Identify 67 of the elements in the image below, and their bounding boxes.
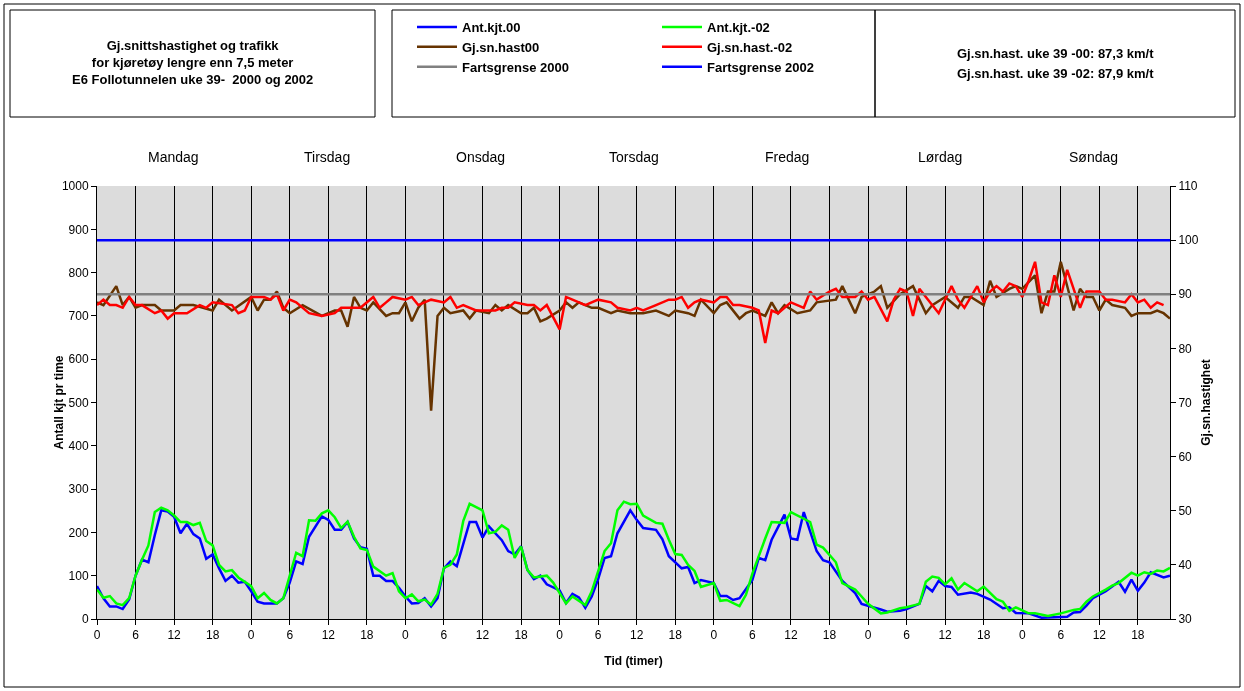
x-tick-label: 6 [440,628,448,643]
x-tick-label: 12 [167,628,182,643]
y-tick-label: 200 [68,525,89,540]
x-tick-label: 18 [514,628,529,643]
x-axis-title: Tid (timer) [604,654,663,668]
y2-tick-label: 110 [1178,179,1198,194]
text: Onsdag [456,149,506,165]
y2-tick-label: 80 [1178,341,1193,356]
legend-label: Fartsgrense 2002 [707,59,814,75]
legend-label: Ant.kjt.00 [462,20,521,36]
y-tick-label: 900 [68,222,89,237]
x-tick-label: 18 [360,628,374,643]
y-tick-label: 700 [68,309,89,324]
y2-tick-label: 100 [1178,233,1199,248]
y2-tick-label: 40 [1178,558,1193,573]
x-tick-label: 6 [286,628,294,643]
legend-label: Fartsgrense 2000 [462,59,569,75]
y-tick-label: 400 [68,439,89,453]
x-tick-label: 12 [784,628,798,643]
x-tick-label: 0 [402,628,410,643]
x-tick-label: 0 [556,628,564,643]
y2-axis-title: Gj.sn.hastighet [1199,359,1213,446]
x-tick-label: 0 [864,628,872,643]
y2-tick-label: 50 [1178,503,1193,518]
text: Tirsdag [304,149,351,165]
y-tick-label: 100 [68,568,89,583]
y-tick-label: 600 [68,352,89,367]
text: Gj.sn.hast. uke 39 -00: 87,3 km/t [957,46,1155,61]
legend-label: Gj.sn.hast00 [462,39,540,55]
y2-tick-label: 90 [1178,287,1193,302]
chart-title: Gj.snittshastighet og trafikk for kjøretøy lengre enn 7,5 meter E6 Follotunnelen uke 39- 2000 og 2002 [72,38,314,87]
y-tick-label: 500 [68,395,89,410]
text: Lørdag [918,149,963,165]
x-tick-label: 12 [475,628,490,643]
text: Gj.sn.hast. uke 39 -02: 87,9 km/t [957,66,1155,81]
x-tick-label: 12 [630,628,644,643]
x-tick-label: 0 [247,628,255,643]
text: Torsdag [609,149,659,165]
x-tick-label: 18 [668,628,683,643]
text: Mandag [148,149,199,165]
x-tick-label: 18 [976,628,991,643]
y2-tick-label: 70 [1178,395,1193,410]
y-tick-label: 1000 [61,179,89,194]
y2-tick-label: 30 [1178,612,1193,627]
x-tick-label: 0 [93,628,101,643]
x-tick-label: 0 [710,628,718,643]
x-tick-label: 18 [205,628,220,643]
x-tick-label: 18 [822,628,837,643]
y-tick-label: 800 [68,265,89,280]
x-tick-label: 12 [1092,628,1107,643]
x-tick-label: 12 [938,628,953,643]
x-tick-label: 6 [132,628,140,643]
y2-tick-label: 60 [1178,449,1193,464]
legend-label: Gj.sn.hast.-02 [707,39,793,55]
x-tick-label: 0 [1018,628,1026,643]
text: Fredag [765,149,810,165]
x-tick-label: 6 [903,628,911,643]
x-tick-label: 6 [594,628,602,643]
y-axis-title: Antall kjt pr time [52,355,66,450]
y-tick-label: 300 [68,482,89,497]
x-tick-label: 12 [321,628,336,643]
y-tick-label: 0 [81,612,89,627]
x-tick-label: 6 [749,628,757,643]
x-tick-label: 18 [1131,628,1145,643]
text: Søndag [1069,149,1119,165]
legend-label: Ant.kjt.-02 [707,20,770,36]
x-tick-label: 6 [1057,628,1065,643]
